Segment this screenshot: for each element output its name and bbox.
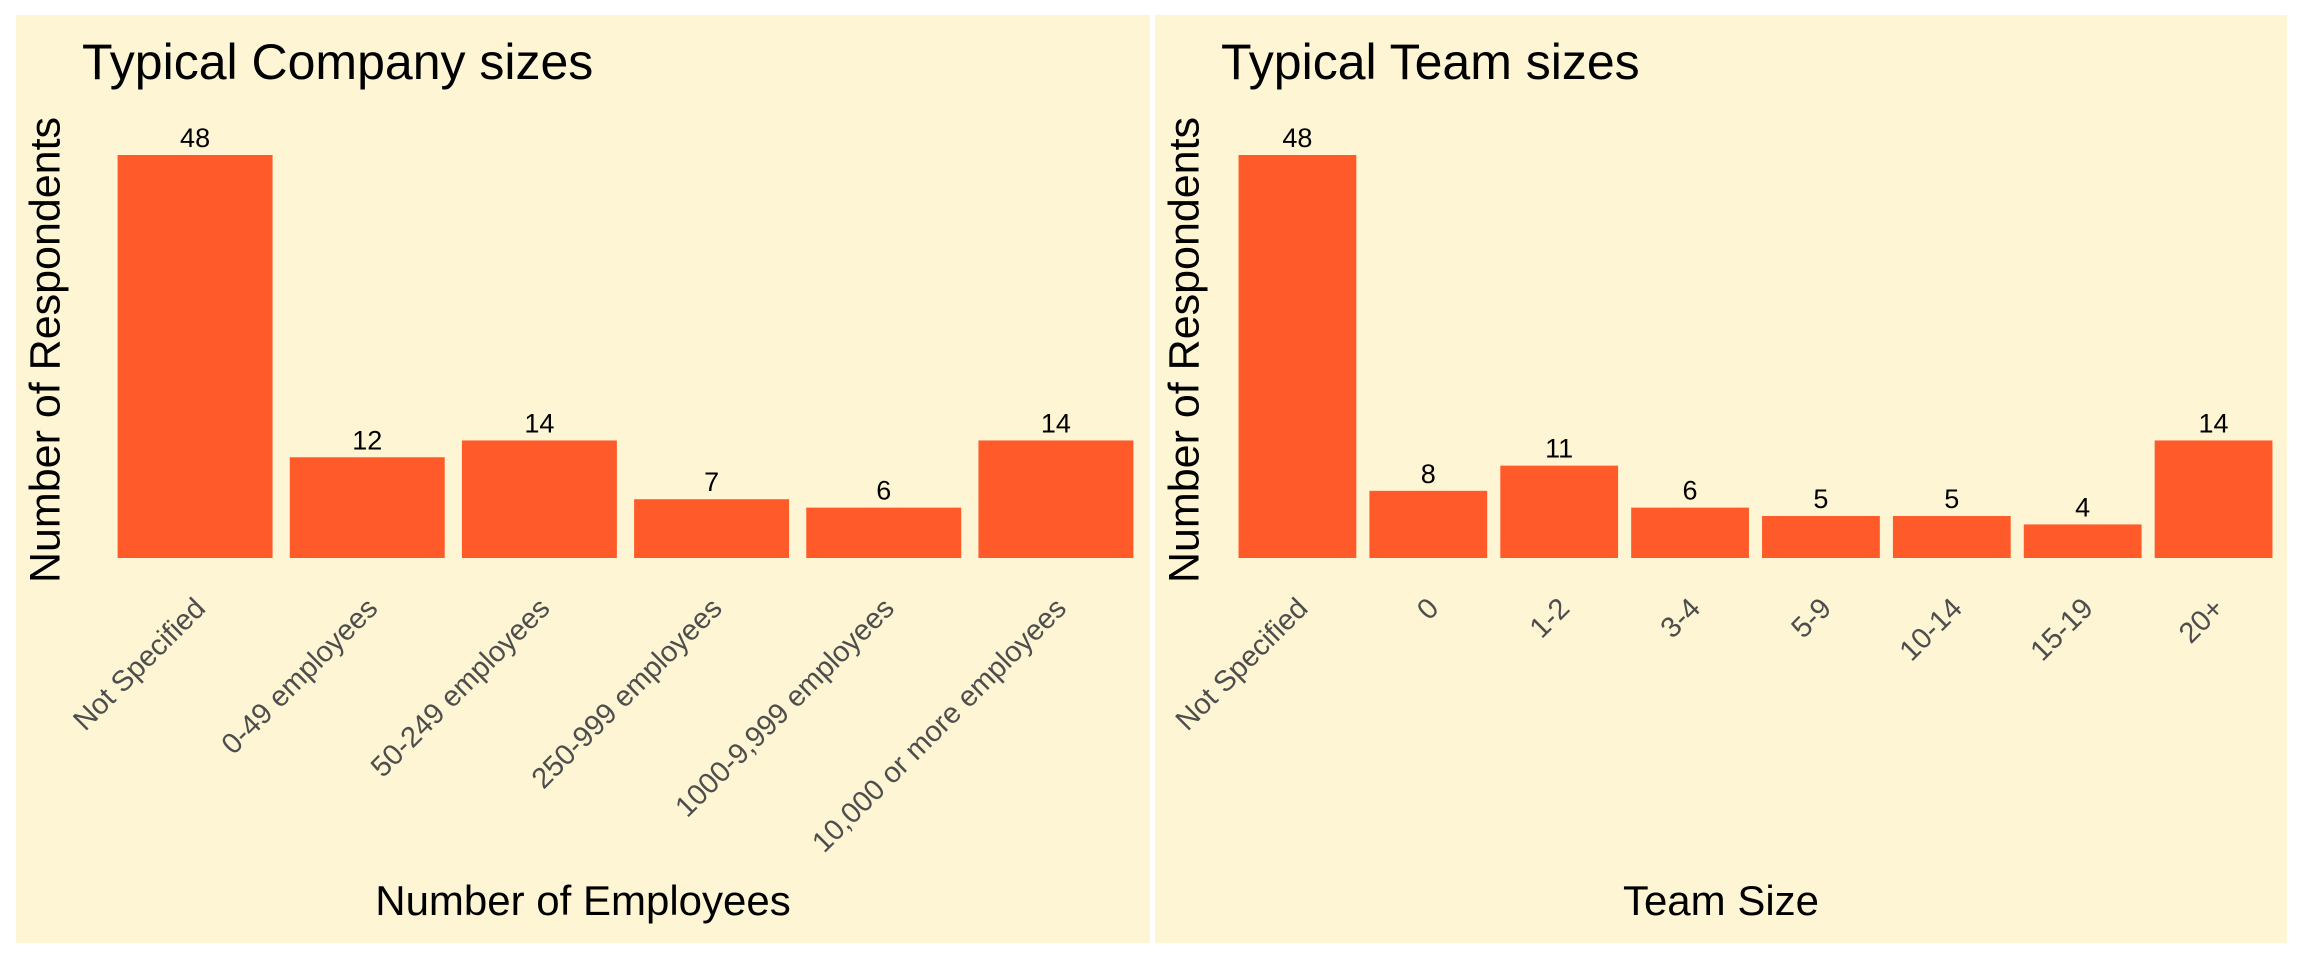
team-chart-tick-label: 3-4 <box>1655 592 1707 644</box>
company-chart-plot: 48 Not Specified 12 0-49 employees 14 50-249 … <box>67 123 1134 859</box>
company-chart-tick-label: Not Specified <box>67 592 212 737</box>
team-chart-x-axis-label: Team Size <box>1622 877 1820 924</box>
company-chart-data-label: 14 <box>524 408 554 438</box>
team-chart-data-label: 11 <box>1545 434 1573 464</box>
team-chart-data-label: 6 <box>1683 476 1698 506</box>
team-chart-data-label: 8 <box>1421 459 1436 489</box>
team-chart-tick-label: Not Specified <box>1170 592 1315 737</box>
team-chart-title: Typical Team sizes <box>1221 34 1640 90</box>
company-chart-bar <box>117 155 273 558</box>
team-chart-tick-label: 20+ <box>2173 592 2230 649</box>
team-chart-bar <box>1892 516 2011 558</box>
team-chart-data-label: 48 <box>1282 123 1312 153</box>
company-chart-bar <box>978 440 1134 558</box>
company-chart-bar <box>461 440 617 558</box>
team-chart-tick-label: 5-9 <box>1786 592 1838 644</box>
company-chart-bar <box>806 507 962 558</box>
company-chart-bar <box>289 457 445 558</box>
team-chart-data-label: 5 <box>1944 484 1959 514</box>
team-chart-data-label: 4 <box>2075 492 2090 522</box>
team-size-chart: Typical Team sizes Number of Respondents… <box>1155 15 2287 943</box>
team-chart-tick-label: 1-2 <box>1524 592 1576 644</box>
company-chart-data-label: 6 <box>876 476 891 506</box>
team-chart-bar <box>1369 490 1488 558</box>
team-chart-tick-label: 0 <box>1411 592 1445 626</box>
company-size-chart: Typical Company sizes Number of Responde… <box>16 15 1150 943</box>
team-chart-bar <box>1631 507 1749 558</box>
team-chart-bar <box>1500 465 1619 558</box>
team-chart-tick-label: 15-19 <box>2025 592 2100 667</box>
company-chart-title: Typical Company sizes <box>82 34 594 90</box>
team-chart-bar <box>1762 516 1880 558</box>
company-chart-tick-label: 0-49 employees <box>216 592 385 761</box>
company-chart-tick-label: 50-249 employees <box>365 592 556 783</box>
team-chart-bar <box>1238 155 1357 558</box>
team-chart-bar <box>2023 524 2142 558</box>
team-chart-tick-label: 10-14 <box>1894 592 1969 667</box>
company-chart-data-label: 7 <box>704 467 719 497</box>
company-chart-data-label: 12 <box>352 425 382 455</box>
company-chart-data-label: 14 <box>1041 408 1071 438</box>
team-chart-data-label: 14 <box>2199 408 2229 438</box>
team-chart-data-label: 5 <box>1813 484 1828 514</box>
team-chart-bar <box>2154 440 2273 558</box>
team-chart-plot: 48 Not Specified 8 0 11 1-2 6 3-4 5 5-9 5 10-14 4 15-… <box>1170 123 2273 737</box>
company-chart-tick-label: 250-999 employees <box>526 592 729 795</box>
company-chart-data-label: 48 <box>180 123 210 153</box>
company-chart-bar <box>634 499 790 558</box>
company-chart-x-axis-label: Number of Employees <box>375 877 791 924</box>
